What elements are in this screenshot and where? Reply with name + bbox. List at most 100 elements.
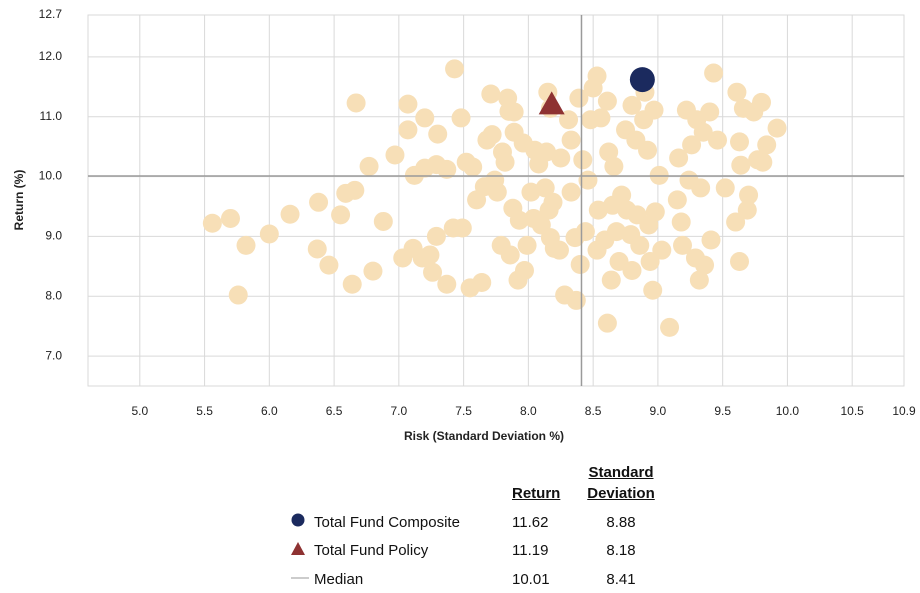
peer-point [652,240,672,260]
peer-point [398,94,418,114]
peer-point [606,222,626,242]
peer-point [345,180,365,200]
peer-point [669,148,689,168]
peer-point [730,252,750,272]
peer-point [644,100,664,120]
peer-point [730,132,750,152]
peer-point [682,135,702,155]
legend-circle [291,513,305,527]
peer-point [495,152,515,172]
peer-point [575,222,595,242]
peer-point [739,185,759,205]
peer-point [757,135,777,155]
legend-marker [291,577,309,579]
peer-point [514,261,534,281]
peer-point [423,262,443,282]
peer-point [385,145,405,165]
peer-point [612,185,632,205]
peer-point [509,210,529,230]
y-tick-label: 7.0 [45,348,62,362]
peer-point [731,155,751,175]
x-axis-label: Risk (Standard Deviation %) [404,429,564,443]
legend-marker [291,541,305,555]
header-return: Return [512,485,561,502]
peer-point [701,230,721,250]
y-tick-label: 12.7 [39,7,63,21]
peer-point [707,130,727,150]
x-tick-label: 9.5 [714,404,731,418]
y-axis-label: Return (%) [12,170,26,231]
peer-point [673,235,693,255]
legend-label: Median [314,570,364,588]
return-value: 11.62 [512,513,549,531]
return-value: 10.01 [512,570,550,588]
y-tick-label: 11.0 [40,109,63,123]
peer-point [645,202,665,222]
peer-point [715,178,735,198]
peer-point [737,200,757,220]
peer-point [535,178,555,198]
peer-point [451,108,471,128]
return-value: 11.19 [512,542,549,560]
legend-table: Return Standard Deviation Total Fund Com… [290,462,666,593]
composite-marker [629,67,655,93]
peer-point [398,120,418,140]
peer-point [236,235,256,255]
peer-point [373,211,393,231]
chart: Risk (Standard Deviation %) Return (%) 7… [12,7,916,443]
std-value: 8.41 [606,570,636,588]
peer-point [727,82,747,102]
y-tick-label: 10.0 [39,169,63,183]
peer-point [445,59,465,79]
peer-point [463,157,483,177]
peer-point [693,122,713,142]
peer-point [591,108,611,128]
peer-point [638,140,658,160]
legend-label: Total Fund Policy [314,542,429,560]
peer-point [487,182,507,202]
peer-point [452,218,472,238]
peer-point [363,261,383,281]
peer-point [587,66,607,86]
peer-point [309,192,329,212]
x-tick-label: 6.0 [261,404,278,418]
peer-point [437,274,457,294]
peer-point [752,92,772,112]
y-tick-label: 8.0 [45,288,62,302]
header-std: Standard Deviation [587,464,655,502]
x-tick-label: 9.0 [650,404,667,418]
peer-point [517,235,537,255]
legend-label: Total Fund Composite [314,513,460,531]
peer-point [671,212,691,232]
peer-point [346,93,366,113]
peer-point [767,118,787,138]
peer-point [543,192,563,212]
x-tick-label: 7.0 [391,404,408,418]
std-value: 8.88 [606,513,636,531]
peer-point [640,252,660,272]
peer-point [691,178,711,198]
peer-point [415,108,435,128]
peer-point [695,255,715,275]
peer-point [359,156,379,176]
peer-point [504,102,524,122]
legend-triangle [291,541,305,555]
peer-point [667,190,687,210]
peer-point [573,150,593,170]
x-tick-label: 7.5 [455,404,472,418]
peer-point [202,213,222,233]
x-tick-label: 8.0 [520,404,537,418]
peer-point [643,280,663,300]
peer-point [689,270,709,290]
y-tick-label: 9.0 [45,229,62,243]
peer-point [259,224,279,244]
x-tick-label: 10.5 [841,404,865,418]
x-tick-label: 6.5 [326,404,343,418]
peer-point [549,240,569,260]
x-tick-label: 10.0 [776,404,800,418]
y-tick-label: 12.0 [39,49,63,63]
peer-point [597,91,617,111]
x-tick-label: 10.9 [892,404,916,418]
peer-point [500,245,520,265]
